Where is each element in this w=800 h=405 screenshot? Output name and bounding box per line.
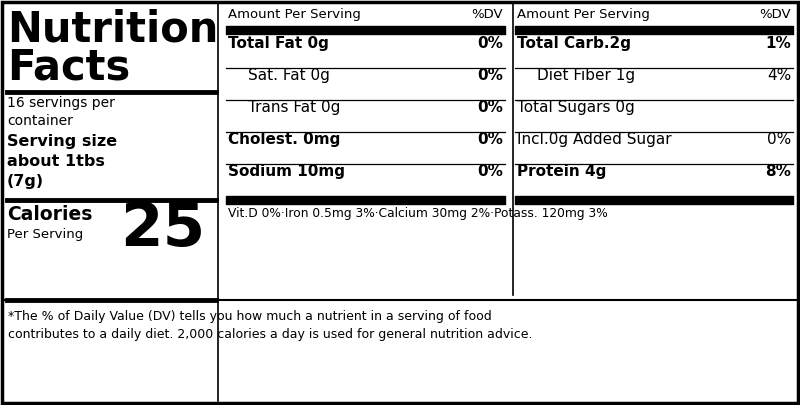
Text: contributes to a daily diet. 2,000 calories a day is used for general nutrition : contributes to a daily diet. 2,000 calor… [8, 328, 533, 341]
Text: Total Carb.2g: Total Carb.2g [517, 36, 631, 51]
Text: Trans Fat 0g: Trans Fat 0g [248, 100, 340, 115]
Text: 16 servings per: 16 servings per [7, 96, 115, 110]
Text: Incl.0g Added Sugar: Incl.0g Added Sugar [517, 132, 672, 147]
Text: %DV: %DV [759, 8, 791, 21]
Text: Calories: Calories [7, 205, 92, 224]
Text: Amount Per Serving: Amount Per Serving [517, 8, 650, 21]
Text: Sat. Fat 0g: Sat. Fat 0g [248, 68, 330, 83]
Text: Amount Per Serving: Amount Per Serving [228, 8, 361, 21]
Text: Diet Fiber 1g: Diet Fiber 1g [537, 68, 635, 83]
Text: about 1tbs: about 1tbs [7, 154, 105, 169]
Text: 1%: 1% [766, 36, 791, 51]
Text: 0%: 0% [477, 36, 503, 51]
Text: Per Serving: Per Serving [7, 228, 83, 241]
Text: Vit.D 0%·Iron 0.5mg 3%·Calcium 30mg 2%·Potass. 120mg 3%: Vit.D 0%·Iron 0.5mg 3%·Calcium 30mg 2%·P… [228, 207, 608, 220]
Text: 0%: 0% [766, 132, 791, 147]
Text: Sodium 10mg: Sodium 10mg [228, 164, 345, 179]
Text: container: container [7, 114, 73, 128]
Text: 4%: 4% [766, 68, 791, 83]
Text: 0%: 0% [477, 100, 503, 115]
Text: 0%: 0% [477, 68, 503, 83]
Text: Total Sugars 0g: Total Sugars 0g [517, 100, 634, 115]
Text: Nutrition: Nutrition [7, 8, 218, 50]
Text: 25: 25 [120, 200, 205, 259]
Text: Cholest. 0mg: Cholest. 0mg [228, 132, 340, 147]
Text: 8%: 8% [765, 164, 791, 179]
Text: *The % of Daily Value (DV) tells you how much a nutrient in a serving of food: *The % of Daily Value (DV) tells you how… [8, 310, 492, 323]
Text: (7g): (7g) [7, 174, 44, 189]
Text: Serving size: Serving size [7, 134, 117, 149]
Text: %DV: %DV [471, 8, 503, 21]
Text: Protein 4g: Protein 4g [517, 164, 606, 179]
Text: Total Fat 0g: Total Fat 0g [228, 36, 329, 51]
Text: Facts: Facts [7, 46, 130, 88]
Text: 0%: 0% [477, 132, 503, 147]
Text: 0%: 0% [477, 164, 503, 179]
